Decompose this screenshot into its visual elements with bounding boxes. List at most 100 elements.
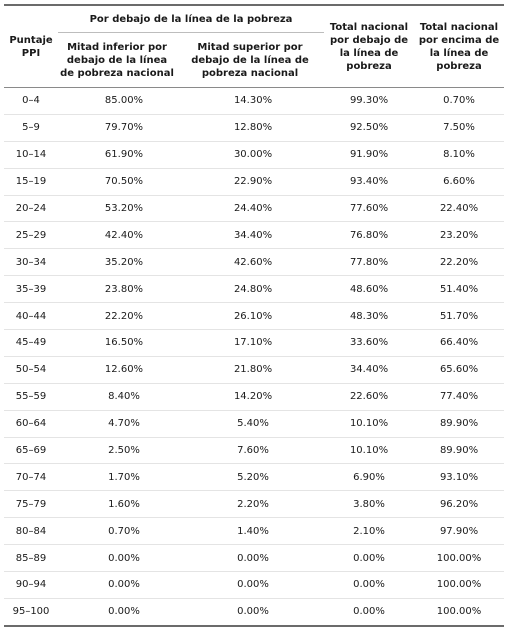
cell-upper-half: 2.20%	[176, 490, 325, 519]
cell-lower-half: 61.90%	[58, 141, 176, 169]
cell-upper-half: 5.40%	[176, 410, 325, 438]
cell-total-above: 97.90%	[414, 517, 505, 546]
cell-score: 0–4	[4, 87, 58, 115]
cell-total-below: 0.00%	[324, 571, 415, 599]
cell-lower-half: 0.70%	[58, 517, 176, 546]
cell-upper-half: 22.90%	[176, 168, 325, 196]
cell-total-above: 8.10%	[414, 141, 505, 169]
cell-score: 30–34	[4, 248, 58, 277]
cell-score: 20–24	[4, 195, 58, 223]
cell-upper-half: 34.40%	[176, 221, 325, 250]
cell-score: 45–49	[4, 329, 58, 357]
cell-lower-half: 2.50%	[58, 437, 176, 465]
table-row: 65–69 2.50% 7.60% 10.10% 89.90%	[4, 437, 505, 465]
table-row: 70–74 1.70% 5.20% 6.90% 93.10%	[4, 463, 505, 492]
cell-total-above: 22.40%	[414, 195, 505, 223]
cell-total-below: 33.60%	[324, 329, 415, 357]
table-row: 30–34 35.20% 42.60% 77.80% 22.20%	[4, 248, 505, 277]
cell-total-above: 96.20%	[414, 490, 505, 519]
cell-total-above: 89.90%	[414, 410, 505, 438]
cell-upper-half: 5.20%	[176, 463, 325, 492]
cell-score: 70–74	[4, 463, 58, 492]
cell-total-below: 0.00%	[324, 598, 415, 627]
cell-total-above: 93.10%	[414, 463, 505, 492]
cell-total-above: 77.40%	[414, 383, 505, 411]
header-lower-half: Mitad inferior por debajo de la línea de…	[58, 32, 176, 88]
table-row: 15–19 70.50% 22.90% 93.40% 6.60%	[4, 168, 505, 196]
header-total-above: Total nacional por encima de la línea de…	[414, 4, 505, 88]
cell-lower-half: 42.40%	[58, 221, 176, 250]
cell-score: 40–44	[4, 302, 58, 331]
cell-upper-half: 0.00%	[176, 598, 325, 627]
cell-total-below: 76.80%	[324, 221, 415, 250]
cell-total-below: 77.60%	[324, 195, 415, 223]
cell-total-above: 23.20%	[414, 221, 505, 250]
cell-upper-half: 17.10%	[176, 329, 325, 357]
table-row: 10–14 61.90% 30.00% 91.90% 8.10%	[4, 141, 505, 169]
header-total-below: Total nacional por debajo de la línea de…	[324, 4, 415, 88]
cell-lower-half: 12.60%	[58, 356, 176, 384]
cell-lower-half: 0.00%	[58, 598, 176, 627]
cell-total-below: 48.60%	[324, 275, 415, 304]
cell-score: 90–94	[4, 571, 58, 599]
header-score: Puntaje PPI	[4, 4, 58, 88]
cell-total-above: 22.20%	[414, 248, 505, 277]
cell-lower-half: 35.20%	[58, 248, 176, 277]
cell-lower-half: 16.50%	[58, 329, 176, 357]
cell-score: 50–54	[4, 356, 58, 384]
cell-lower-half: 0.00%	[58, 544, 176, 573]
table-row: 90–94 0.00% 0.00% 0.00% 100.00%	[4, 571, 505, 599]
cell-total-below: 92.50%	[324, 114, 415, 142]
cell-score: 85–89	[4, 544, 58, 573]
cell-score: 95–100	[4, 598, 58, 627]
table-row: 20–24 53.20% 24.40% 77.60% 22.40%	[4, 195, 505, 223]
cell-total-below: 10.10%	[324, 410, 415, 438]
cell-total-below: 3.80%	[324, 490, 415, 519]
cell-upper-half: 0.00%	[176, 571, 325, 599]
table-row: 40–44 22.20% 26.10% 48.30% 51.70%	[4, 302, 505, 331]
cell-total-above: 65.60%	[414, 356, 505, 384]
cell-total-above: 0.70%	[414, 87, 505, 115]
table-row: 5–9 79.70% 12.80% 92.50% 7.50%	[4, 114, 505, 142]
cell-lower-half: 79.70%	[58, 114, 176, 142]
cell-total-above: 89.90%	[414, 437, 505, 465]
cell-total-above: 100.00%	[414, 571, 505, 599]
header-upper-half: Mitad superior por debajo de la línea de…	[176, 32, 325, 88]
table-row: 55–59 8.40% 14.20% 22.60% 77.40%	[4, 383, 505, 411]
cell-upper-half: 21.80%	[176, 356, 325, 384]
cell-lower-half: 8.40%	[58, 383, 176, 411]
cell-total-below: 48.30%	[324, 302, 415, 331]
cell-lower-half: 4.70%	[58, 410, 176, 438]
table-row: 50–54 12.60% 21.80% 34.40% 65.60%	[4, 356, 505, 384]
cell-total-above: 51.70%	[414, 302, 505, 331]
cell-lower-half: 53.20%	[58, 195, 176, 223]
cell-lower-half: 1.70%	[58, 463, 176, 492]
table-row: 60–64 4.70% 5.40% 10.10% 89.90%	[4, 410, 505, 438]
table-row: 85–89 0.00% 0.00% 0.00% 100.00%	[4, 544, 505, 573]
cell-lower-half: 0.00%	[58, 571, 176, 599]
cell-upper-half: 1.40%	[176, 517, 325, 546]
cell-upper-half: 12.80%	[176, 114, 325, 142]
cell-upper-half: 30.00%	[176, 141, 325, 169]
cell-upper-half: 0.00%	[176, 544, 325, 573]
cell-score: 5–9	[4, 114, 58, 142]
cell-total-below: 2.10%	[324, 517, 415, 546]
table-row: 25–29 42.40% 34.40% 76.80% 23.20%	[4, 221, 505, 250]
cell-upper-half: 7.60%	[176, 437, 325, 465]
cell-score: 75–79	[4, 490, 58, 519]
cell-score: 65–69	[4, 437, 58, 465]
table-row: 75–79 1.60% 2.20% 3.80% 96.20%	[4, 490, 505, 519]
table-row: 80–84 0.70% 1.40% 2.10% 97.90%	[4, 517, 505, 546]
cell-total-above: 51.40%	[414, 275, 505, 304]
table-body: 0–4 85.00% 14.30% 99.30% 0.70% 5–9 79.70% 12.80…	[4, 87, 505, 627]
cell-total-below: 93.40%	[324, 168, 415, 196]
cell-lower-half: 22.20%	[58, 302, 176, 331]
cell-score: 15–19	[4, 168, 58, 196]
header-below-poverty-group: Por debajo de la línea de la pobreza	[58, 4, 325, 33]
cell-lower-half: 1.60%	[58, 490, 176, 519]
cell-score: 60–64	[4, 410, 58, 438]
cell-total-below: 99.30%	[324, 87, 415, 115]
cell-lower-half: 70.50%	[58, 168, 176, 196]
cell-score: 25–29	[4, 221, 58, 250]
cell-total-above: 6.60%	[414, 168, 505, 196]
